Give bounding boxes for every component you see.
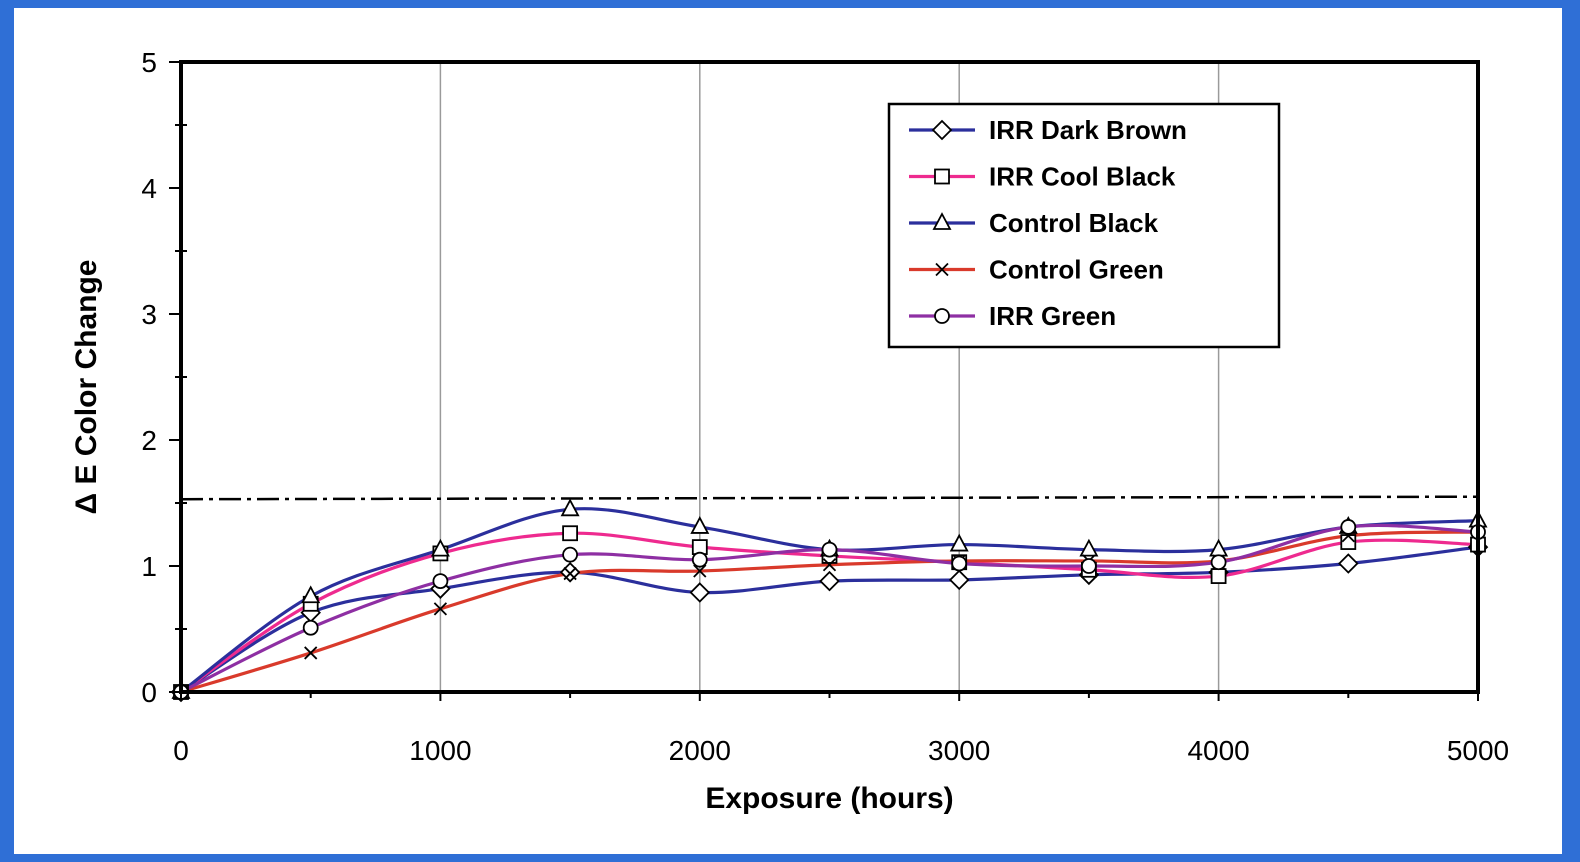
legend-box [887,102,1281,349]
x-tick-labels: 0 1000 2000 3000 4000 5000 [173,692,1509,766]
y-axis-title: Δ E Color Change [70,260,103,515]
data-point [693,564,707,578]
data-point [304,646,318,660]
chart-frame: 0 1000 2000 3000 4000 5000 0 1 2 3 4 5 Exposure (h… [14,8,1562,854]
series-lines [180,507,1479,694]
legend-marker-2 [932,212,952,230]
data-point [690,516,710,534]
data-point [560,498,580,517]
data-point [949,533,969,552]
data-point [822,558,837,572]
data-point [430,538,450,557]
data-point [948,569,970,591]
reference-line-group [180,495,1479,501]
line-chart: 0 1000 2000 3000 4000 5000 0 1 2 3 4 5 Exposure (h… [70,47,1509,815]
legend-label: IRR Green [989,301,1116,331]
data-point [301,585,321,604]
legend-marker-1 [934,168,950,185]
data-point [302,619,319,636]
data-point [1210,554,1227,571]
x-tick-label: 1000 [409,735,471,766]
data-point [432,573,449,590]
data-point [691,551,708,568]
y-tick-label: 2 [141,425,157,456]
legend-marker-3 [935,262,949,277]
y-tick-label: 3 [141,299,157,330]
y-tick-label: 4 [141,173,157,204]
series-markers [170,498,1489,703]
data-point [562,525,578,542]
data-point [563,566,577,581]
data-point [1338,553,1359,574]
y-tick-label: 0 [141,677,157,708]
y-tick-label: 1 [141,551,157,582]
data-point [821,541,838,558]
data-point [433,602,448,616]
data-point [689,582,711,603]
legend-marker-4 [934,308,950,324]
data-point [819,570,840,592]
y-tick-labels: 0 1 2 3 4 5 [141,47,181,708]
legend-label: Control Black [989,208,1159,238]
legend-label: Control Green [989,255,1164,285]
data-point [951,555,968,572]
x-tick-label: 0 [173,735,189,766]
data-point [1210,568,1227,584]
data-point [562,546,578,563]
x-axis-title: Exposure (hours) [705,782,953,815]
x-tick-label: 3000 [928,735,990,766]
data-point [1079,538,1099,557]
legend: IRR Dark Brown IRR Cool Black Control Blac… [887,102,1281,349]
reference-line [180,495,1479,501]
x-tick-label: 5000 [1447,735,1509,766]
y-tick-label: 5 [141,47,157,78]
data-point [1340,519,1357,535]
data-point [1081,558,1097,574]
legend-label: IRR Dark Brown [989,115,1187,145]
data-point [1340,534,1357,550]
legend-marker-0 [931,119,953,141]
legend-label: IRR Cool Black [989,162,1176,192]
series-line-2 [180,507,1479,694]
x-tick-label: 2000 [669,735,731,766]
x-tick-label: 4000 [1187,735,1249,766]
